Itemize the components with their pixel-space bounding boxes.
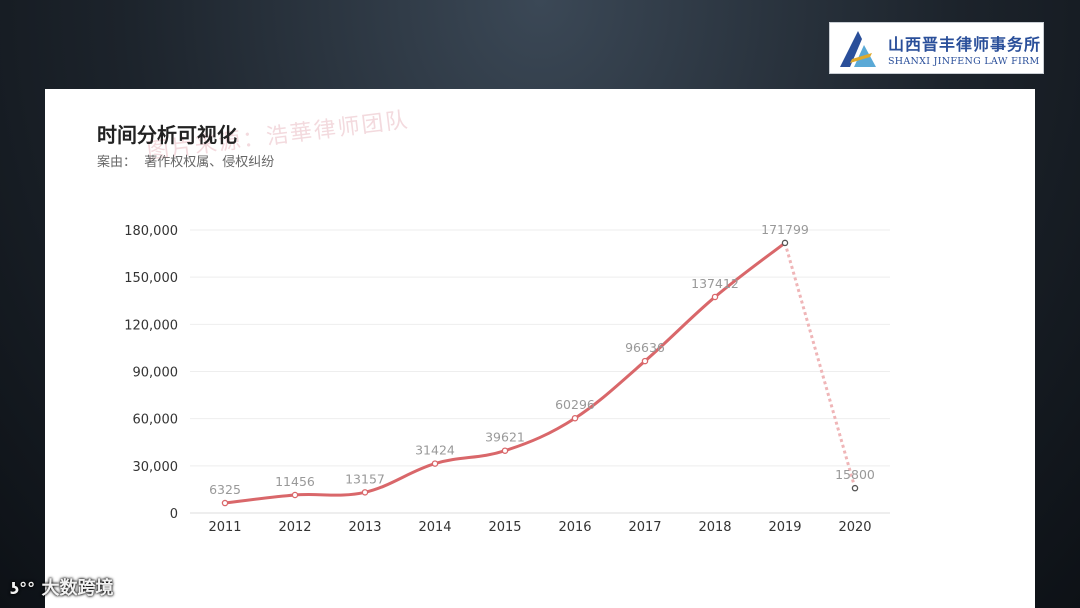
y-tick-label: 120,000: [124, 318, 178, 333]
data-label: 13157: [345, 471, 385, 486]
data-point: [361, 489, 369, 496]
data-point: [221, 499, 229, 507]
data-point: [711, 293, 719, 301]
data-point: [781, 239, 789, 247]
law-firm-logo-icon: [840, 31, 876, 67]
chart-subtitle: 案由： 著作权权属、侵权纠纷: [97, 155, 275, 170]
data-label: 96636: [625, 340, 665, 355]
line-chart: 0 30,000 60,000 90,000 120,000 150,000 180,000…: [124, 222, 890, 535]
data-point: [501, 447, 509, 454]
series-line-forecast: [783, 242, 857, 489]
y-tick-label: 90,000: [133, 366, 179, 381]
x-tick-label: 2016: [558, 520, 591, 535]
data-point: [431, 460, 439, 467]
y-tick-label: 30,000: [133, 460, 179, 475]
data-label: 6325: [209, 482, 241, 497]
law-firm-name-en: SHANXI JINFENG LAW FIRM: [888, 56, 1040, 67]
data-point: [641, 357, 649, 365]
data-label: 11456: [275, 474, 315, 489]
footer-brand-text: 大数跨境: [41, 578, 114, 599]
x-tick-label: 2017: [628, 520, 661, 535]
series-line: [224, 241, 786, 505]
x-tick-label: 2015: [488, 520, 521, 535]
x-tick-label: 2018: [698, 520, 731, 535]
data-label: 60296: [555, 397, 595, 412]
footer-brand: ʖ°° 大数跨境: [10, 574, 113, 600]
y-tick-label: 0: [170, 507, 178, 522]
law-firm-name-cn: 山西晋丰律师事务所: [888, 35, 1042, 54]
y-tick-label: 150,000: [124, 271, 178, 286]
data-label: 137412: [691, 276, 739, 291]
chart-card: 0 30,000 60,000 90,000 120,000 150,000 180,000…: [45, 89, 1035, 608]
footer-logo-icon: ʖ°°: [10, 579, 36, 598]
data-label: 39621: [485, 430, 525, 445]
y-tick-label: 180,000: [124, 224, 178, 239]
y-tick-label: 60,000: [133, 413, 179, 428]
x-tick-label: 2011: [208, 520, 241, 535]
chart-title: 时间分析可视化: [97, 123, 237, 147]
data-label: 31424: [415, 443, 455, 458]
x-tick-label: 2013: [348, 520, 381, 535]
x-tick-label: 2014: [418, 520, 451, 535]
data-point: [571, 414, 579, 422]
law-firm-logo: 山西晋丰律师事务所 SHANXI JINFENG LAW FIRM: [829, 22, 1044, 74]
data-point: [851, 484, 859, 492]
data-label: 15800: [835, 467, 875, 482]
x-tick-label: 2019: [768, 520, 801, 535]
x-tick-label: 2020: [838, 520, 871, 535]
x-tick-label: 2012: [278, 520, 311, 535]
data-point: [291, 491, 299, 499]
data-label: 171799: [761, 222, 809, 237]
